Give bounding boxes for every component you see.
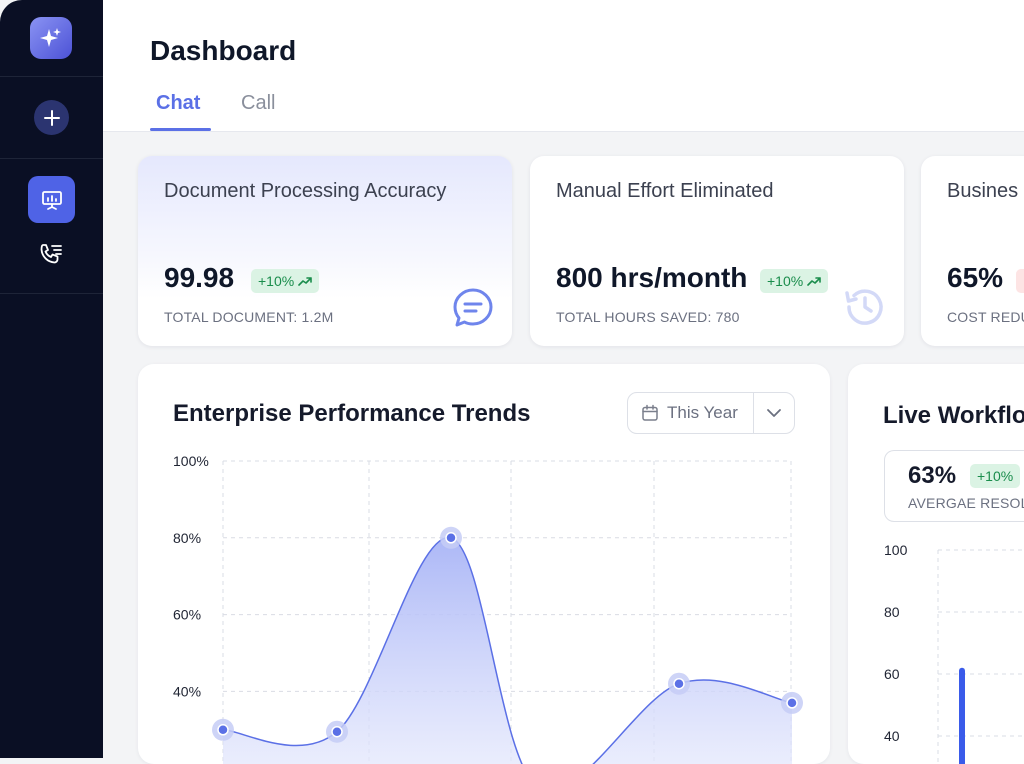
kpi-change-badge: +10% <box>251 269 320 293</box>
y-tick-label: 100 <box>884 542 908 558</box>
calendar-icon <box>642 404 658 421</box>
sparkle-icon <box>40 28 61 47</box>
y-tick-label: 80 <box>884 604 900 620</box>
data-point <box>786 697 798 709</box>
workflow-stat-card: 63% +10% AVERGAE RESOL <box>884 450 1024 522</box>
history-icon <box>845 289 883 325</box>
sidebar-item-dashboard[interactable] <box>28 176 75 223</box>
presentation-chart-icon <box>41 190 62 210</box>
kpi-value: 99.98 <box>164 262 235 293</box>
workflow-stat-value: 63% <box>908 462 957 489</box>
kpi-subtitle: COST REDU <box>947 309 1024 325</box>
workflow-stat-label: AVERGAE RESOL <box>908 495 1024 511</box>
kpi-subtitle: TOTAL HOURS SAVED: 780 <box>556 309 740 325</box>
trends-title: Enterprise Performance Trends <box>173 400 531 427</box>
tab-chat[interactable]: Chat <box>156 92 201 114</box>
data-point <box>217 724 229 736</box>
kpi-change-badge <box>1016 269 1024 293</box>
period-dropdown-toggle[interactable] <box>754 408 794 418</box>
kpi-title: Manual Effort Eliminated <box>556 180 774 202</box>
phone-list-icon <box>40 244 62 264</box>
y-tick-label: 60% <box>173 607 201 623</box>
active-tab-indicator <box>150 128 211 131</box>
new-button[interactable] <box>34 100 69 135</box>
badge-label: +10% <box>258 273 295 289</box>
trend-chart: 100% 80% 60% 40% <box>173 453 803 764</box>
kpi-subtitle: TOTAL DOCUMENT: 1.2M <box>164 309 334 325</box>
y-tick-label: 40 <box>884 728 900 744</box>
kpi-value: 800 hrs/month <box>556 262 748 293</box>
chevron-down-icon <box>767 409 781 417</box>
y-tick-label: 100% <box>173 453 209 469</box>
sidebar-nav-section <box>0 158 103 294</box>
period-select-value[interactable]: This Year <box>628 393 754 433</box>
workflow-title: Live Workflo <box>883 402 1024 429</box>
workflow-stat-badge: +10% <box>970 464 1021 488</box>
trends-panel: Enterprise Performance Trends This Year … <box>138 364 830 764</box>
kpi-title: Busines <box>947 180 1019 202</box>
kpi-card-accuracy[interactable]: Document Processing Accuracy 99.98 +10% … <box>138 156 512 346</box>
sidebar <box>0 0 103 758</box>
data-point <box>445 532 457 544</box>
kpi-card-effort[interactable]: Manual Effort Eliminated 800 hrs/month +… <box>530 156 904 346</box>
kpi-value: 65% <box>947 262 1004 293</box>
trend-up-icon <box>298 277 313 286</box>
trend-area <box>223 537 792 764</box>
data-point <box>673 677 685 690</box>
plus-icon <box>43 109 60 126</box>
kpi-title: Document Processing Accuracy <box>164 180 447 202</box>
data-point <box>331 725 343 738</box>
page-title: Dashboard <box>150 35 297 66</box>
app-logo[interactable] <box>30 17 72 59</box>
y-tick-label: 60 <box>884 666 900 682</box>
period-select[interactable]: This Year <box>627 392 795 434</box>
bar <box>959 667 965 764</box>
kpi-change-badge: +10% <box>760 269 829 293</box>
kpi-card-business[interactable]: Busines 65% COST REDU <box>921 156 1024 346</box>
sidebar-new-section <box>0 76 103 159</box>
period-label: This Year <box>667 403 738 422</box>
badge-label: +10% <box>767 273 804 289</box>
tab-call[interactable]: Call <box>241 92 276 114</box>
top-bar: Dashboard Chat Call <box>103 0 1024 132</box>
trend-up-icon <box>807 277 822 286</box>
y-tick-label: 80% <box>173 530 201 546</box>
sidebar-logo-section <box>0 0 103 77</box>
y-tick-label: 40% <box>173 683 201 699</box>
workflow-panel: Live Workflo 63% +10% AVERGAE RESOL 100 8… <box>848 364 1024 764</box>
workflow-bar-chart: 100 80 60 40 <box>884 542 1024 764</box>
sidebar-item-calls[interactable] <box>36 240 66 268</box>
chat-bubble-icon <box>453 288 493 327</box>
